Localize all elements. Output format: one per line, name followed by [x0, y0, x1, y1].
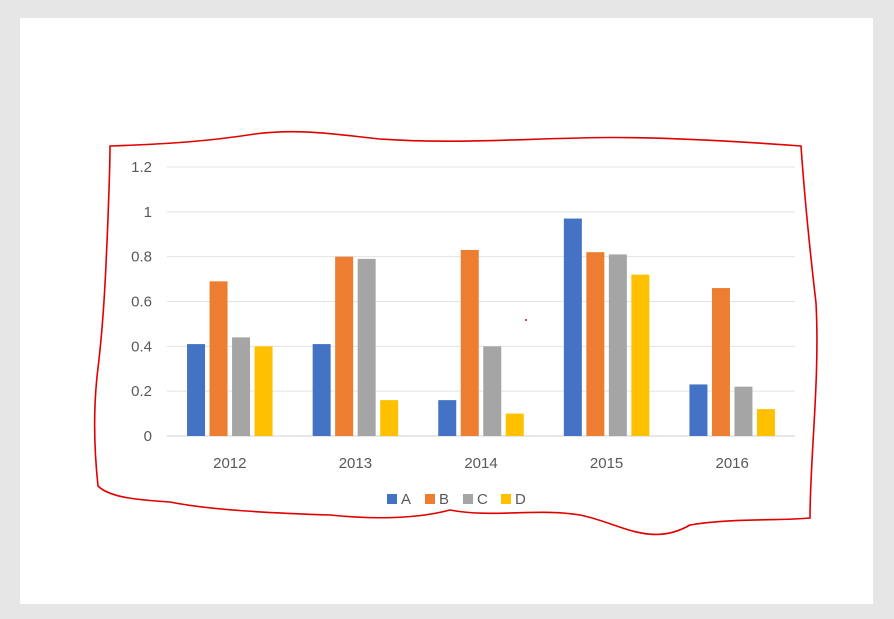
y-tick-label: 1.2 [131, 159, 152, 176]
bar-b-2015 [586, 252, 605, 436]
bar-b-2013 [335, 256, 354, 436]
bar-d-2014 [505, 413, 524, 436]
bar-d-2015 [631, 274, 650, 436]
bars [187, 218, 775, 436]
annotation-dot [525, 319, 527, 321]
y-tick-label: 0 [144, 428, 152, 445]
x-axis-ticks: 2012 2013 2014 2015 2016 [213, 455, 749, 472]
y-tick-label: 0.6 [131, 294, 152, 311]
y-tick-label: 0.8 [131, 249, 152, 266]
y-tick-label: 0.2 [131, 383, 152, 400]
legend-swatch-b [425, 494, 435, 504]
bar-a-2013 [312, 344, 331, 436]
bar-b-2016 [711, 288, 730, 436]
legend-label-c: C [477, 491, 488, 508]
bar-chart: 0 0.2 0.4 0.6 0.8 1 1.2 2012 2013 2014 2015 2016 A… [93, 130, 818, 536]
legend: A B C D [387, 491, 526, 508]
bar-d-2013 [380, 400, 399, 436]
x-tick-label: 2013 [339, 455, 372, 472]
x-tick-label: 2012 [213, 455, 246, 472]
bar-a-2014 [438, 400, 457, 436]
legend-swatch-d [501, 494, 511, 504]
bar-d-2012 [254, 346, 273, 436]
bar-c-2013 [357, 258, 376, 436]
hand-drawn-outline [93, 130, 818, 536]
bar-c-2016 [734, 386, 753, 436]
x-tick-label: 2016 [716, 455, 749, 472]
y-tick-label: 1 [144, 204, 152, 221]
bar-b-2012 [209, 281, 228, 436]
legend-label-a: A [401, 491, 411, 508]
bar-d-2016 [756, 409, 775, 436]
legend-swatch-a [387, 494, 397, 504]
x-tick-label: 2014 [464, 455, 497, 472]
y-axis-ticks: 0 0.2 0.4 0.6 0.8 1 1.2 [131, 159, 152, 445]
bar-a-2012 [187, 344, 206, 436]
bar-c-2014 [483, 346, 502, 436]
bar-a-2016 [689, 384, 708, 436]
bar-a-2015 [563, 218, 582, 436]
y-tick-label: 0.4 [131, 338, 152, 355]
legend-swatch-c [463, 494, 473, 504]
legend-label-b: B [439, 491, 449, 508]
x-tick-label: 2015 [590, 455, 623, 472]
bar-c-2012 [232, 337, 251, 436]
bar-c-2015 [608, 254, 627, 436]
chart-canvas: 0 0.2 0.4 0.6 0.8 1 1.2 2012 2013 2014 2015 2016 A… [20, 18, 873, 604]
legend-label-d: D [515, 491, 526, 508]
bar-b-2014 [460, 249, 479, 436]
